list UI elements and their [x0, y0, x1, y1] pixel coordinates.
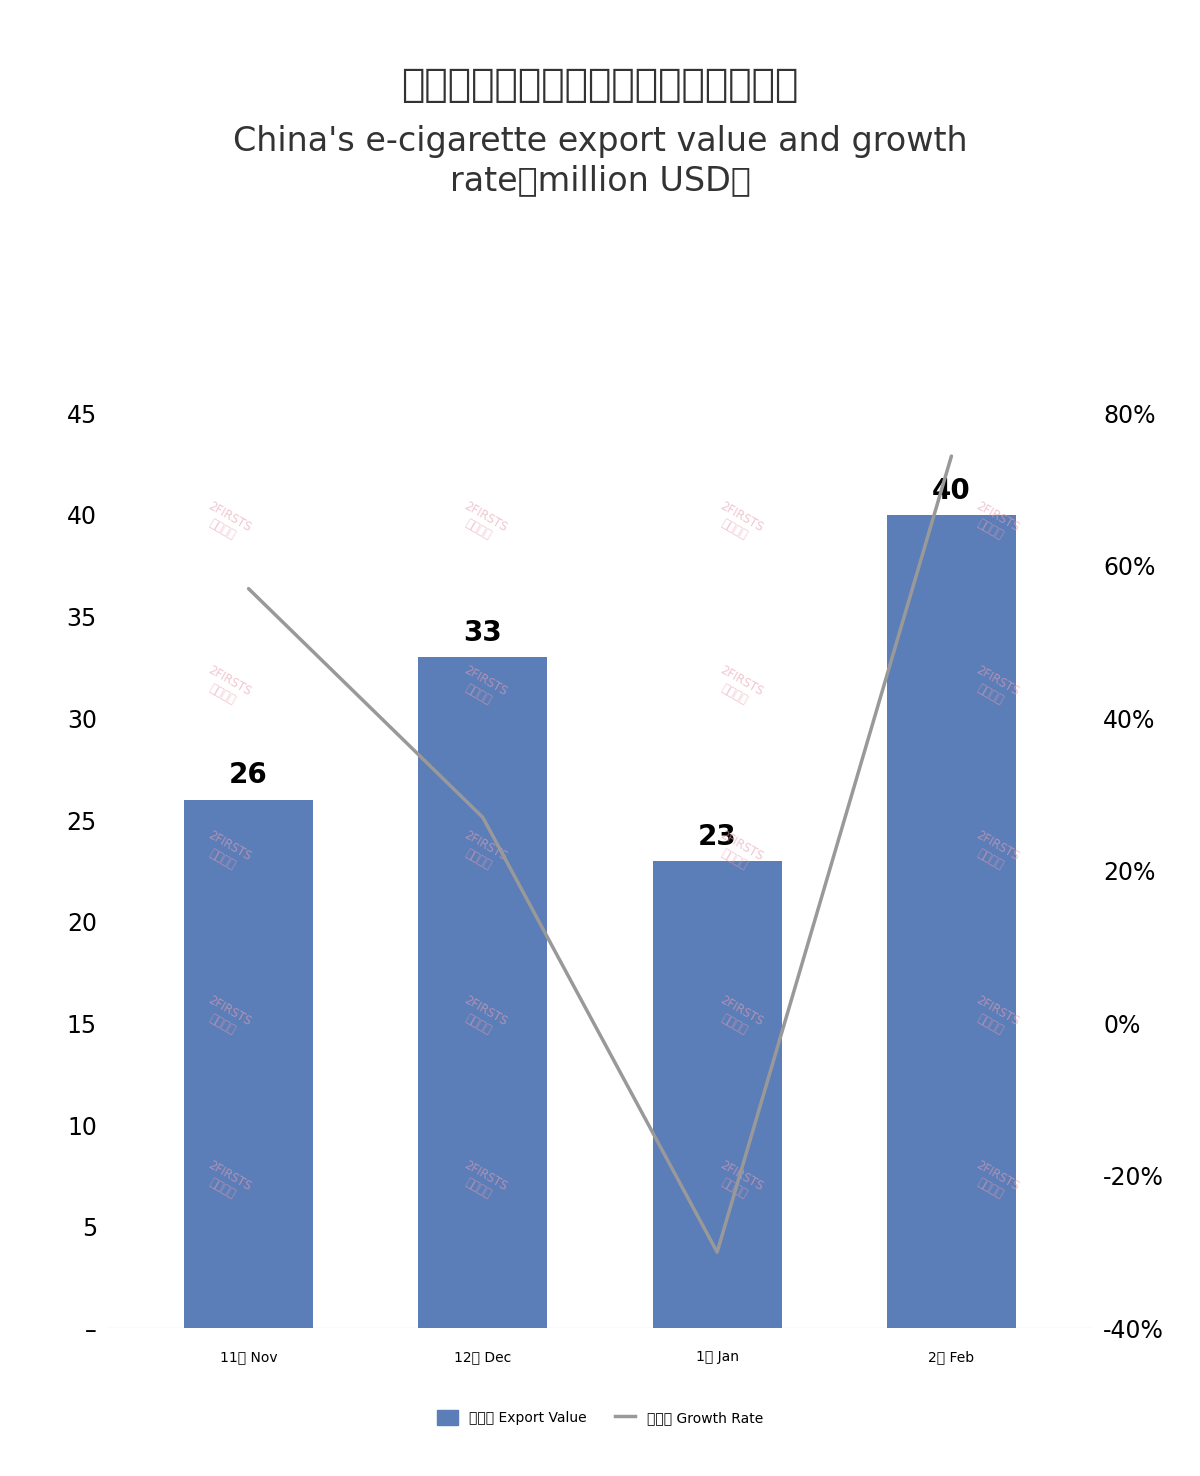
- Text: 2FIRSTS
两个至上: 2FIRSTS 两个至上: [966, 664, 1021, 711]
- Text: 23: 23: [697, 822, 737, 850]
- Text: 2FIRSTS
两个至上: 2FIRSTS 两个至上: [710, 828, 766, 877]
- Text: 2FIRSTS
两个至上: 2FIRSTS 两个至上: [966, 828, 1021, 877]
- Text: China's e-cigarette export value and growth
rate（million USD）: China's e-cigarette export value and gro…: [233, 125, 967, 196]
- Text: 2FIRSTS
两个至上: 2FIRSTS 两个至上: [710, 993, 766, 1041]
- Text: 2FIRSTS
两个至上: 2FIRSTS 两个至上: [455, 664, 510, 711]
- Text: 2FIRSTS
两个至上: 2FIRSTS 两个至上: [455, 1159, 510, 1206]
- Text: 2FIRSTS
两个至上: 2FIRSTS 两个至上: [198, 499, 253, 548]
- Text: 2FIRSTS
两个至上: 2FIRSTS 两个至上: [198, 993, 253, 1041]
- Bar: [419, 657, 547, 1328]
- Text: 2FIRSTS
两个至上: 2FIRSTS 两个至上: [455, 499, 510, 548]
- Text: 2FIRSTS
两个至上: 2FIRSTS 两个至上: [710, 664, 766, 711]
- Text: 2FIRSTS
两个至上: 2FIRSTS 两个至上: [198, 1159, 253, 1206]
- Text: 2FIRSTS
两个至上: 2FIRSTS 两个至上: [710, 1159, 766, 1206]
- Text: 26: 26: [229, 762, 268, 790]
- Text: 2FIRSTS
两个至上: 2FIRSTS 两个至上: [198, 828, 253, 877]
- Text: 中国电子烟出口额及增速（百万美元）: 中国电子烟出口额及增速（百万美元）: [401, 66, 799, 105]
- Text: 40: 40: [932, 477, 971, 505]
- Bar: [653, 861, 781, 1328]
- Text: 2FIRSTS
两个至上: 2FIRSTS 两个至上: [455, 828, 510, 877]
- Legend: 出口额 Export Value, 增长率 Growth Rate: 出口额 Export Value, 增长率 Growth Rate: [431, 1404, 769, 1432]
- Bar: [887, 515, 1016, 1328]
- Text: 2FIRSTS
两个至上: 2FIRSTS 两个至上: [455, 993, 510, 1041]
- Text: 2FIRSTS
两个至上: 2FIRSTS 两个至上: [710, 499, 766, 548]
- Text: 2FIRSTS
两个至上: 2FIRSTS 两个至上: [198, 664, 253, 711]
- Text: 2FIRSTS
两个至上: 2FIRSTS 两个至上: [966, 1159, 1021, 1206]
- Text: 2FIRSTS
两个至上: 2FIRSTS 两个至上: [966, 993, 1021, 1041]
- Bar: [184, 800, 313, 1328]
- Text: 2FIRSTS
两个至上: 2FIRSTS 两个至上: [966, 499, 1021, 548]
- Text: 33: 33: [463, 618, 503, 646]
